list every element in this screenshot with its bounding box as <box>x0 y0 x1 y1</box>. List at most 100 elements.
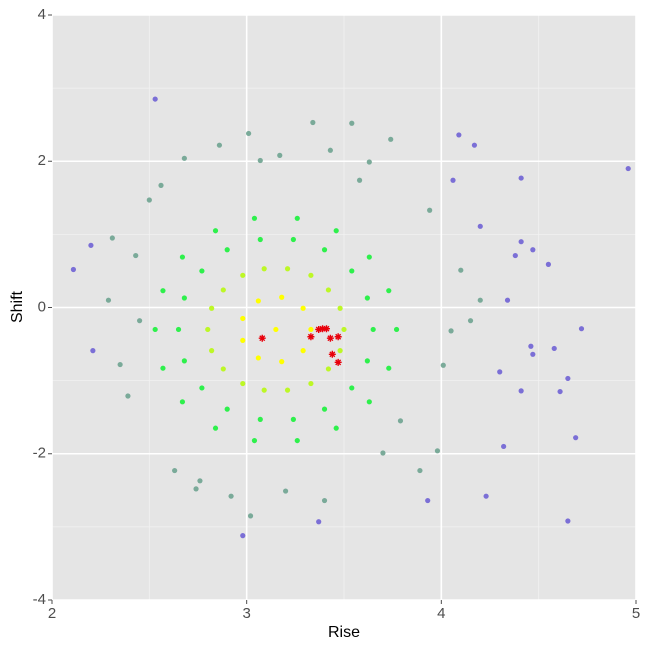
point <box>251 215 258 221</box>
star-point <box>315 325 323 333</box>
point <box>327 147 333 153</box>
point <box>290 236 296 243</box>
point <box>279 359 285 365</box>
point <box>294 437 300 444</box>
point <box>279 294 285 300</box>
point <box>528 343 534 349</box>
point <box>530 247 536 253</box>
point <box>199 385 205 391</box>
point <box>504 297 511 303</box>
point <box>240 533 246 539</box>
point <box>458 267 464 273</box>
point <box>137 318 143 324</box>
y-tick-label: 0 <box>38 298 46 315</box>
point <box>501 443 507 450</box>
point <box>70 266 77 273</box>
point <box>565 375 571 382</box>
point <box>240 272 246 278</box>
point <box>247 513 254 519</box>
point <box>284 387 291 393</box>
point <box>300 305 306 311</box>
point <box>109 235 115 241</box>
point <box>181 358 187 364</box>
point <box>545 261 552 267</box>
point <box>146 197 152 203</box>
point <box>333 228 339 234</box>
point <box>497 369 503 375</box>
x-tick-label: 5 <box>632 605 640 622</box>
point <box>366 399 372 405</box>
point <box>512 252 518 259</box>
point <box>325 366 332 372</box>
x-tick-label: 4 <box>437 605 445 622</box>
point <box>158 182 164 188</box>
point <box>450 177 456 183</box>
point <box>152 96 158 102</box>
star-point <box>322 325 330 333</box>
y-axis-label: Shift <box>9 290 26 323</box>
point <box>257 416 263 422</box>
point <box>193 486 199 492</box>
point <box>308 326 314 333</box>
point <box>349 120 355 126</box>
point <box>364 358 370 364</box>
point <box>380 450 386 456</box>
point <box>255 298 261 304</box>
point <box>321 406 328 412</box>
y-tick-label: 2 <box>38 152 46 169</box>
point <box>255 355 261 361</box>
point <box>273 326 279 333</box>
point <box>397 418 404 424</box>
point <box>518 175 524 181</box>
point <box>393 326 400 333</box>
point <box>179 399 186 405</box>
point <box>224 406 230 412</box>
point <box>483 493 489 499</box>
point <box>578 326 585 332</box>
point <box>220 287 226 293</box>
point <box>388 136 394 142</box>
point <box>251 437 258 444</box>
point <box>425 497 431 504</box>
point <box>246 130 252 137</box>
point <box>205 326 211 333</box>
point <box>321 497 328 504</box>
point <box>325 287 332 293</box>
star-point <box>326 334 334 342</box>
point <box>349 385 355 391</box>
point <box>370 326 376 333</box>
point <box>386 288 392 294</box>
point <box>224 247 230 253</box>
point <box>105 297 112 303</box>
point <box>212 228 219 234</box>
point <box>175 326 182 333</box>
grid <box>51 14 637 601</box>
point <box>308 380 314 387</box>
point <box>117 361 123 368</box>
point <box>160 288 166 294</box>
x-axis-label: Rise <box>328 624 360 641</box>
star-point <box>334 358 342 366</box>
point <box>337 348 343 354</box>
point <box>261 387 267 393</box>
point <box>565 518 571 524</box>
point <box>518 388 524 394</box>
point <box>300 348 306 354</box>
point <box>316 519 322 525</box>
point <box>321 247 328 253</box>
point <box>209 305 215 311</box>
point <box>216 142 223 148</box>
point <box>530 351 536 357</box>
point <box>310 119 316 126</box>
point <box>467 318 474 324</box>
point <box>240 337 246 344</box>
star-point <box>307 333 315 341</box>
point <box>341 326 347 333</box>
point <box>179 254 186 260</box>
point <box>290 416 296 422</box>
point <box>220 366 226 372</box>
point <box>181 295 187 301</box>
point <box>356 177 363 183</box>
point <box>261 266 267 272</box>
